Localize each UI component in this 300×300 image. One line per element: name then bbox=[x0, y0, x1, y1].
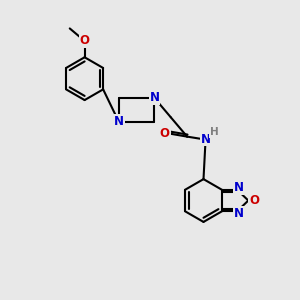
Text: O: O bbox=[80, 34, 90, 47]
Text: N: N bbox=[234, 181, 244, 194]
Text: N: N bbox=[234, 207, 244, 220]
Text: H: H bbox=[210, 127, 219, 137]
Text: N: N bbox=[149, 92, 160, 104]
Text: N: N bbox=[201, 133, 211, 146]
Text: O: O bbox=[249, 194, 259, 207]
Text: O: O bbox=[160, 127, 170, 140]
Text: N: N bbox=[114, 115, 124, 128]
